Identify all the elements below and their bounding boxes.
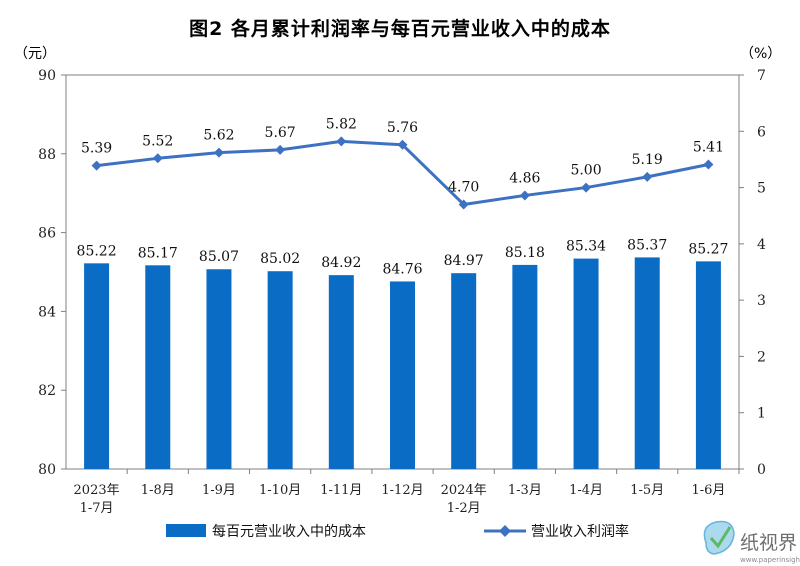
left-axis-tick-label: 82: [38, 383, 56, 399]
x-axis-tick-label: 1-4月: [569, 483, 603, 498]
watermark-text: 纸视界: [740, 532, 797, 554]
line-data-label: 4.86: [509, 170, 540, 186]
line-data-label: 5.19: [632, 152, 663, 168]
bar: [328, 275, 354, 469]
right-axis-tick-label: 0: [757, 462, 766, 478]
chart-title: 图2 各月累计利润率与每百元营业收入中的成本: [189, 18, 611, 40]
bar-data-label: 84.97: [444, 253, 484, 269]
line-point: [519, 190, 530, 201]
bar: [84, 263, 110, 469]
x-axis-tick-label: 1-6月: [691, 483, 725, 498]
left-axis-tick-label: 86: [38, 226, 56, 242]
legend-line-label: 营业收入利润率: [531, 523, 629, 540]
bar-data-label: 85.18: [505, 245, 545, 261]
line-point: [275, 144, 286, 155]
x-axis-tick-label: 1-10月: [259, 483, 301, 498]
line-data-label: 5.41: [693, 139, 724, 155]
left-axis-tick-label: 84: [38, 304, 56, 320]
x-axis-tick-label: 1-8月: [141, 483, 175, 498]
bar-data-label: 85.34: [566, 239, 606, 255]
line-series: 5.39 5.52 5.62 5.67 5.82 5.76 4.70 4.86 5.00 5.19…: [81, 116, 724, 210]
x-axis-tick-label: 1-12月: [381, 483, 423, 498]
bar-data-label: 85.07: [199, 249, 239, 265]
line-point: [213, 147, 224, 158]
x-axis-tick-label: 1-11月: [320, 483, 362, 498]
left-axis-tick-label: 80: [38, 462, 56, 478]
legend-line-marker: [499, 525, 511, 537]
right-axis: 0 1 2 3 4 5 6 7: [739, 68, 766, 478]
left-axis-tick-label: 90: [38, 68, 56, 84]
line-data-label: 5.00: [570, 163, 601, 179]
line-path: [96, 139, 709, 206]
x-axis-tick-label: 1-3月: [508, 483, 542, 498]
line-data-label: 4.70: [448, 179, 479, 195]
legend-bar-label: 每百元营业收入中的成本: [212, 524, 366, 540]
bar-data-label: 84.76: [382, 261, 422, 277]
bar-series: 85.22 85.17 85.07 85.02 84.92 84.76 84.97 85.18…: [77, 237, 728, 469]
bar-data-label: 85.37: [627, 237, 667, 253]
line-point: [458, 199, 469, 210]
left-axis-unit: （元）: [14, 46, 56, 62]
bar: [267, 271, 293, 469]
line-data-label: 5.82: [326, 116, 357, 132]
bar: [634, 257, 660, 469]
bar-data-label: 85.17: [138, 245, 178, 261]
line-data-label: 5.39: [81, 141, 112, 157]
right-axis-tick-label: 4: [757, 237, 766, 253]
right-axis-tick-label: 3: [757, 293, 766, 309]
line-point: [152, 153, 163, 164]
x-axis: 2023年 1-7月 1-8月 1-9月 1-10月 1-11月 1-12月 2024年 1-2…: [74, 469, 740, 516]
x-axis-tick-label: 1-5月: [630, 483, 664, 498]
watermark-emblem-icon: [703, 520, 735, 555]
bar-data-label: 85.02: [260, 251, 300, 267]
line-point: [336, 136, 347, 147]
line-data-label: 5.67: [265, 125, 296, 141]
bar: [390, 281, 415, 469]
line-point: [703, 159, 714, 170]
right-axis-unit: （%）: [740, 46, 781, 62]
right-axis-tick-label: 7: [757, 68, 766, 84]
line-data-label: 5.52: [142, 133, 173, 149]
bar: [145, 265, 171, 469]
line-point: [91, 160, 102, 171]
watermark-logo: 纸视界 www.paperinsight.net: [703, 520, 800, 564]
right-axis-tick-label: 5: [757, 181, 766, 197]
x-axis-tick-label: 1-2月: [447, 501, 481, 516]
bar-data-label: 84.92: [321, 255, 361, 271]
x-axis-tick-label: 1-7月: [80, 501, 114, 516]
right-axis-tick-label: 1: [757, 406, 766, 422]
left-axis-tick-label: 88: [38, 147, 56, 163]
bar: [695, 261, 721, 469]
line-point: [397, 139, 408, 150]
bar-data-label: 85.27: [688, 241, 728, 257]
legend-bar-swatch: [166, 524, 206, 537]
bar: [206, 269, 232, 469]
right-axis-tick-label: 2: [757, 349, 766, 365]
bar: [573, 258, 599, 469]
watermark-url: www.paperinsight.net: [740, 556, 800, 564]
bar-data-label: 85.22: [77, 243, 117, 259]
line-point: [581, 182, 592, 193]
left-axis: 80 82 84 86 88 90: [38, 68, 66, 478]
right-axis-tick-label: 6: [757, 124, 766, 140]
line-data-label: 5.62: [203, 128, 234, 144]
x-axis-tick-label: 1-9月: [202, 483, 236, 498]
x-axis-tick-label: 2023年: [74, 483, 120, 498]
line-data-label: 5.76: [387, 120, 418, 136]
bar: [451, 273, 477, 469]
bar: [512, 264, 538, 469]
legend: 每百元营业收入中的成本 营业收入利润率: [166, 523, 629, 540]
line-point: [642, 171, 653, 182]
x-axis-tick-label: 2024年: [441, 483, 487, 498]
watermark-check-icon: [709, 526, 732, 549]
